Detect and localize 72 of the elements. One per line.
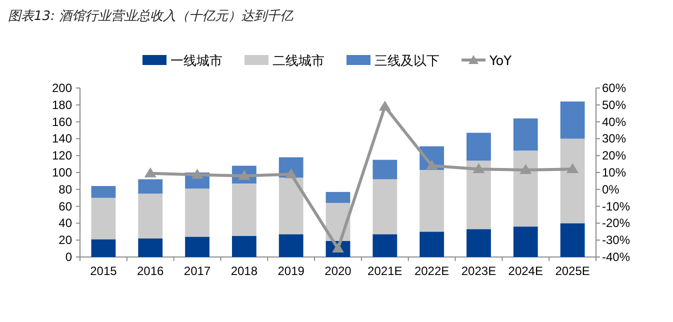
point — [378, 100, 391, 111]
x-tick-label: 2016 — [137, 264, 164, 278]
legend-label: 三线及以下 — [374, 54, 440, 69]
y-tick-label: 0 — [65, 250, 72, 264]
y2-tick-label: 20% — [602, 148, 626, 163]
bar — [185, 188, 210, 237]
x-tick-label: 2020 — [324, 264, 352, 278]
point — [191, 168, 204, 179]
bar — [420, 232, 444, 257]
y-tick-label: 100 — [52, 166, 72, 180]
y2-tick-label: -30% — [602, 233, 630, 248]
x-tick-label: 2024E — [508, 264, 543, 278]
legend-label: 一线城市 — [170, 54, 222, 69]
bar — [466, 132, 491, 161]
point — [472, 163, 485, 174]
x-tick-label: 2017 — [184, 264, 211, 278]
point — [426, 160, 438, 170]
x-tick-label: 2022E — [414, 264, 450, 278]
bar — [513, 226, 538, 257]
bar — [138, 238, 163, 257]
bar — [560, 223, 585, 257]
legend-label: YoY — [488, 54, 512, 69]
bar — [513, 118, 538, 151]
y2-tick-label: -40% — [602, 250, 630, 264]
legend-label: 二线城市 — [272, 54, 324, 69]
y-tick-label: 60 — [58, 199, 72, 214]
y2-tick-label: 50% — [602, 98, 626, 112]
bar — [185, 236, 210, 257]
y-tick-label: 80 — [58, 182, 72, 196]
bar — [91, 239, 116, 257]
x-tick-label: 2015 — [90, 264, 118, 278]
x-tick-label: 2023E — [461, 264, 496, 278]
bar — [278, 178, 304, 234]
y-tick-label: 40 — [58, 216, 72, 230]
y-tick-label: 180 — [52, 98, 72, 112]
bar — [138, 194, 163, 238]
bar — [372, 160, 398, 180]
bar — [232, 183, 256, 236]
bar — [560, 102, 585, 139]
bar — [372, 234, 398, 257]
y2-tick-label: 60% — [602, 81, 626, 95]
bar — [232, 236, 256, 257]
y2-tick-label: 10% — [602, 166, 626, 180]
y2-tick-label: 30% — [602, 132, 626, 146]
y2-tick-label: 40% — [602, 114, 626, 129]
bar — [513, 150, 538, 227]
bar — [91, 186, 116, 198]
bar — [326, 192, 350, 203]
bar — [372, 179, 398, 234]
chart-title: 图表13: 酒馆行业营业总收入（十亿元）达到千亿 — [8, 9, 294, 24]
point — [566, 163, 579, 174]
x-tick-label: 2025E — [555, 264, 590, 278]
y-tick-label: 120 — [52, 148, 72, 163]
bar — [138, 179, 163, 194]
y-tick-label: 140 — [52, 132, 72, 146]
y-tick-label: 20 — [58, 233, 72, 248]
point — [144, 167, 156, 178]
bar — [278, 234, 304, 257]
point — [520, 164, 532, 174]
y2-tick-label: -20% — [602, 216, 630, 230]
bar — [560, 138, 585, 224]
bar — [466, 229, 491, 257]
x-tick-label: 2021E — [368, 264, 402, 278]
x-tick-label: 2019 — [278, 264, 305, 278]
y2-tick-label: -10% — [602, 199, 630, 214]
bar — [420, 170, 444, 232]
y-tick-label: 200 — [52, 81, 72, 95]
y2-tick-label: 0% — [602, 182, 620, 196]
bar — [466, 160, 491, 230]
y-tick-label: 160 — [52, 114, 72, 129]
x-tick-label: 2018 — [230, 264, 258, 278]
bar — [91, 198, 116, 240]
